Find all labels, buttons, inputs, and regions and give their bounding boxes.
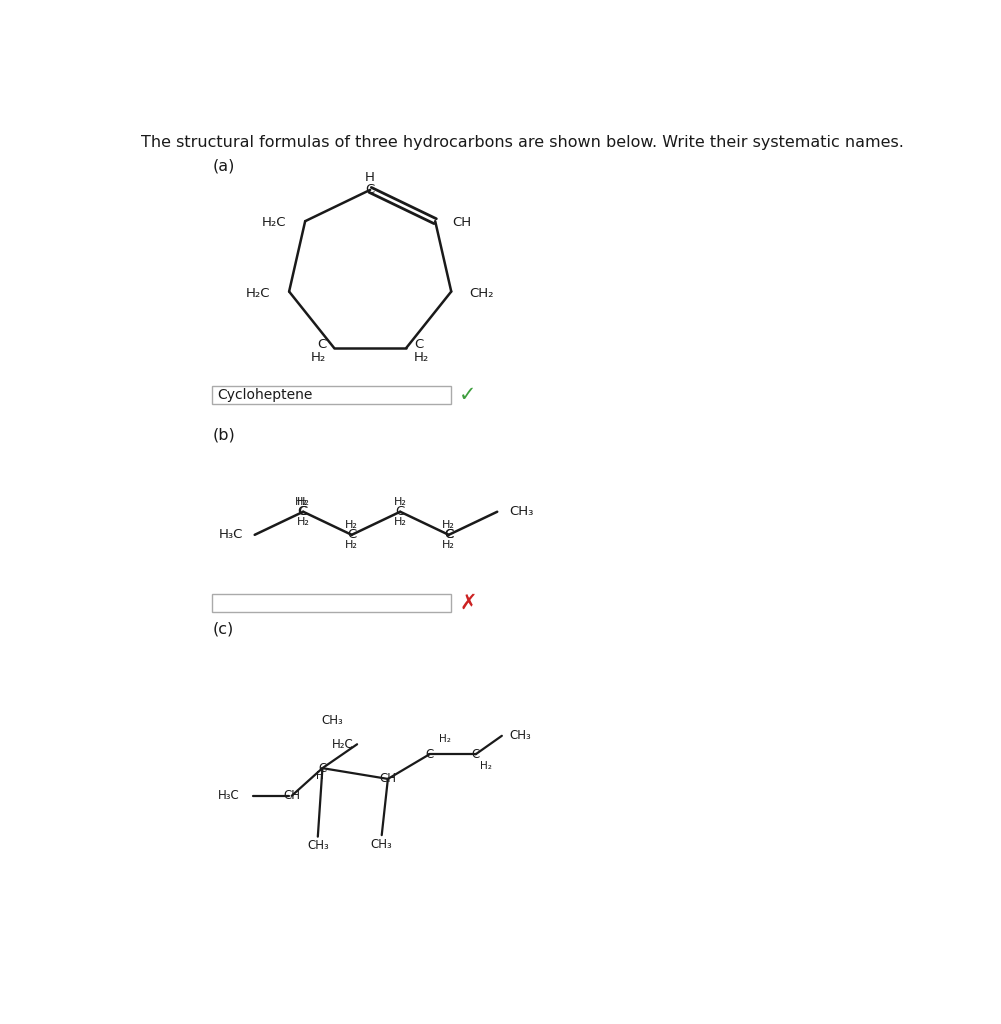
- Text: H₂: H₂: [414, 350, 429, 364]
- Text: H₂: H₂: [311, 350, 326, 364]
- Text: C: C: [414, 338, 423, 351]
- Text: H₂C: H₂C: [331, 737, 353, 751]
- Text: CH₃: CH₃: [509, 505, 534, 518]
- Text: H₃C: H₃C: [219, 528, 243, 542]
- Text: H₂: H₂: [439, 734, 451, 743]
- Text: H₂C: H₂C: [262, 216, 286, 229]
- Text: (a): (a): [212, 159, 234, 173]
- Text: H₂: H₂: [295, 497, 308, 507]
- Text: (b): (b): [212, 427, 235, 442]
- Text: C: C: [297, 505, 306, 518]
- Text: CH: CH: [283, 790, 300, 803]
- Text: CH: CH: [379, 772, 396, 785]
- Text: (c): (c): [212, 622, 233, 637]
- Text: C: C: [395, 505, 404, 518]
- Text: CH₃: CH₃: [370, 838, 392, 851]
- Bar: [212, 594, 451, 611]
- Text: H: H: [365, 171, 375, 184]
- Text: H₃C: H₃C: [218, 790, 240, 803]
- Text: CH₃: CH₃: [510, 729, 532, 742]
- Text: H₂: H₂: [296, 517, 309, 526]
- Text: H₂: H₂: [345, 520, 358, 529]
- Text: CH₃: CH₃: [321, 714, 343, 727]
- Text: H₂: H₂: [393, 517, 406, 526]
- Text: H₂: H₂: [296, 497, 309, 507]
- Text: C: C: [317, 338, 326, 351]
- Text: H₂: H₂: [442, 520, 455, 529]
- Text: C: C: [347, 528, 356, 542]
- Text: CH: CH: [452, 216, 471, 229]
- Text: H₂: H₂: [393, 497, 406, 507]
- Text: C: C: [318, 762, 326, 774]
- Text: C: C: [444, 528, 453, 542]
- Text: The structural formulas of three hydrocarbons are shown below. Write their syste: The structural formulas of three hydroca…: [141, 135, 904, 151]
- Text: ✓: ✓: [459, 385, 476, 406]
- Text: CH₂: CH₂: [469, 287, 494, 300]
- Text: H₂: H₂: [345, 540, 358, 550]
- Text: C: C: [444, 528, 453, 542]
- Text: C: C: [425, 748, 433, 761]
- Text: ✗: ✗: [459, 593, 476, 613]
- Text: C: C: [365, 183, 374, 197]
- Text: CH₃: CH₃: [307, 840, 328, 852]
- Text: C: C: [471, 748, 479, 761]
- Bar: [212, 386, 451, 403]
- Text: C: C: [298, 505, 308, 518]
- Text: H₂C: H₂C: [246, 287, 270, 300]
- Text: Cycloheptene: Cycloheptene: [217, 388, 312, 402]
- Text: H: H: [316, 771, 324, 781]
- Text: H₂: H₂: [479, 761, 491, 771]
- Text: H₂: H₂: [442, 540, 455, 550]
